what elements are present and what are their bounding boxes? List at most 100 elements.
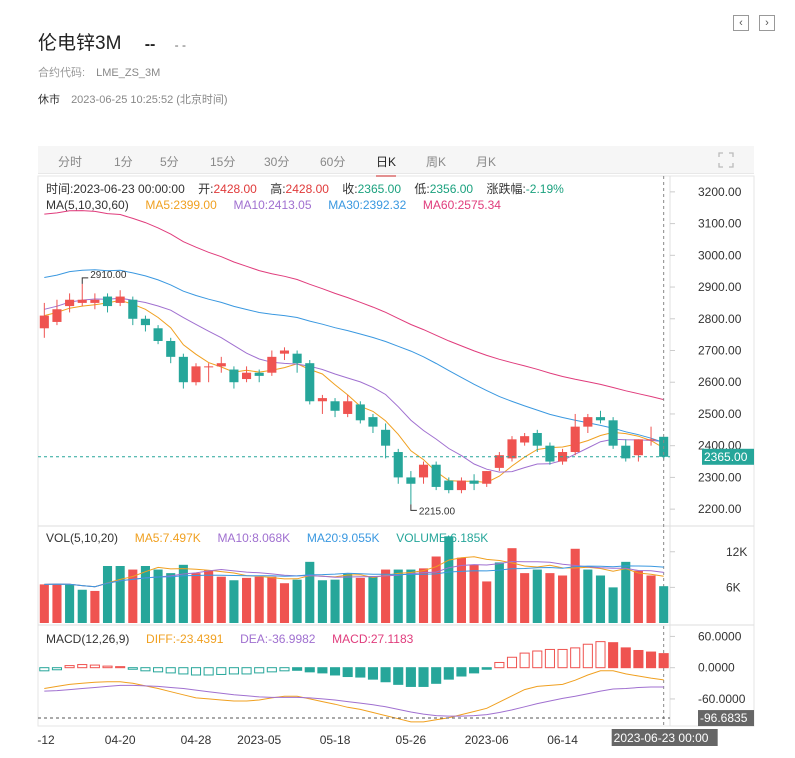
candle-body [646, 439, 656, 441]
instrument-title: 伦电锌3M -- - - [38, 28, 186, 55]
volume-bar [482, 581, 492, 623]
candle-body [355, 404, 365, 421]
chevron-left-icon[interactable]: ‹ [733, 15, 749, 31]
candle-body [595, 417, 606, 421]
low-value: 2356.00 [429, 182, 474, 196]
macd-bar [329, 667, 341, 676]
candle-body [267, 356, 277, 373]
vol-ma5-value: MA5:7.497K [134, 531, 201, 545]
volume-bar [545, 573, 555, 623]
macd-title: MACD(12,26,9) [46, 632, 130, 646]
close-label: 收: [342, 182, 358, 196]
volume-bar [595, 575, 606, 623]
price-tick-label: 2900.00 [698, 280, 742, 294]
candle-body [343, 401, 353, 414]
ma5-line [44, 299, 664, 484]
macd-bar [393, 667, 404, 685]
tab-60min[interactable]: 60分 [320, 155, 346, 169]
candle-body [368, 417, 378, 427]
macd-tick-label: 60.0000 [698, 629, 742, 643]
volume-bar [166, 573, 176, 623]
volume-bar [305, 561, 315, 623]
candle-body [570, 426, 580, 453]
ma60-line [44, 210, 664, 401]
macd-bar [645, 651, 657, 669]
date-tick-label: 2023-05 [237, 733, 281, 747]
candle-body [532, 432, 542, 446]
volume-bar [355, 577, 365, 623]
macd-bar [115, 666, 126, 669]
open-value: 2428.00 [213, 182, 257, 196]
date-tick-label: 04-28 [181, 733, 212, 747]
candle-body [140, 318, 150, 326]
macd-bar [608, 642, 619, 669]
candle-body [418, 464, 429, 478]
candle-body [191, 366, 201, 383]
tab-15min[interactable]: 15分 [210, 155, 236, 169]
macd-bar [494, 661, 505, 669]
macd-bar [431, 667, 442, 684]
high-marker [81, 277, 89, 284]
ma10-line [44, 297, 664, 473]
price-change: - - [174, 38, 186, 52]
macd-bar [342, 667, 353, 678]
candle-body [102, 296, 113, 307]
market-status-row: 休市 2023-06-25 10:25:52 (北京时间) [38, 91, 228, 107]
fullscreen-icon[interactable] [718, 152, 734, 168]
price-tick-label: 2400.00 [698, 439, 742, 453]
macd-bar [153, 667, 164, 673]
tab-5min[interactable]: 5分 [160, 155, 179, 169]
price-tick-label: 2600.00 [698, 375, 742, 389]
macd-bar [582, 643, 593, 669]
price-tick-label: 2500.00 [698, 407, 742, 421]
candle-body [279, 350, 290, 354]
volume-bar [204, 570, 214, 623]
macd-bar [241, 667, 252, 675]
macd-bar [469, 667, 480, 674]
price-tick-label: 3200.00 [698, 185, 742, 199]
ma30-line [44, 269, 664, 443]
chevron-right-icon[interactable]: › [759, 15, 775, 31]
tab-daily[interactable]: 日K [376, 155, 397, 177]
candle-body [90, 299, 100, 303]
candle-body [381, 429, 391, 446]
tab-1min[interactable]: 1分 [114, 155, 133, 169]
macd-bar [304, 667, 315, 673]
vol-legend: VOL(5,10,20) MA5:7.497K MA10:8.068K MA20… [46, 531, 488, 545]
macd-bar [481, 667, 492, 670]
period-tabs: 分时 1分 5分 15分 30分 60分 日K 周K 月K [38, 146, 754, 177]
volume-bar [456, 557, 466, 623]
tab-30min[interactable]: 30分 [264, 155, 290, 169]
volume-bar [406, 569, 416, 623]
tab-weekly[interactable]: 周K [426, 155, 447, 169]
volume-bar [52, 583, 62, 623]
cursor-date-tag: 2023-06-23 00:00 [614, 731, 709, 745]
candle-body [608, 420, 618, 446]
macd-bar [178, 667, 189, 675]
macd-dea-value: DEA:-36.9982 [240, 632, 316, 646]
tab-monthly[interactable]: 月K [476, 155, 497, 169]
macd-bar [292, 667, 303, 671]
volume-bar [115, 566, 125, 623]
ma-legend: MA(5,10,30,60) MA5:2399.00 MA10:2413.05 … [46, 198, 501, 212]
volume-bar [368, 576, 378, 623]
volume-bar [583, 569, 593, 623]
ma30-value: MA30:2392.32 [328, 198, 407, 212]
macd-bar [279, 667, 290, 672]
macd-bar [64, 665, 75, 669]
time-value: 2023-06-23 00:00:00 [73, 182, 185, 196]
volume-bar [570, 548, 580, 623]
candle-body [393, 452, 403, 478]
macd-bar [570, 647, 581, 669]
candle-info-line: 时间:2023-06-23 00:00:00 开:2428.00 高:2428.… [46, 180, 564, 197]
candle-body [406, 477, 416, 484]
price-tick-label: 3100.00 [698, 217, 742, 231]
instrument-name: 伦电锌3M [38, 33, 122, 54]
tab-intraday[interactable]: 分时 [58, 155, 83, 169]
candle-body [242, 372, 252, 380]
candle-body [292, 353, 302, 364]
macd-bar [266, 667, 277, 673]
macd-tick-label: 0.0000 [698, 661, 735, 675]
macd-bar [544, 648, 555, 669]
candle-body [166, 340, 176, 357]
